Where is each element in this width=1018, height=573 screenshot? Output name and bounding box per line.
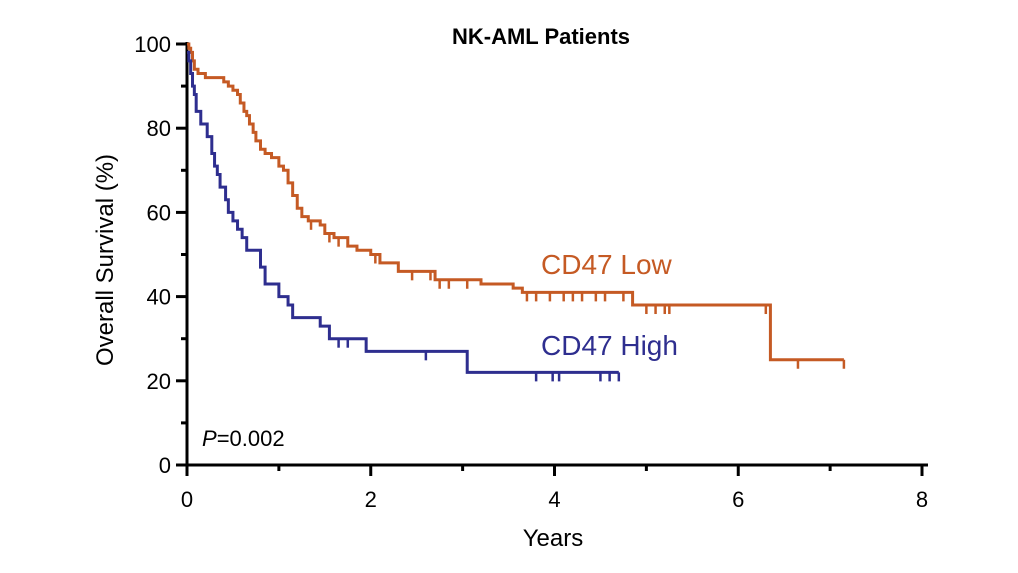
axes: 0 20 40 60 80 100 0 2 4 6 8 (134, 32, 928, 512)
y-tick-label: 20 (147, 369, 171, 394)
survival-curve-cd47-high (187, 50, 619, 374)
x-axis-title: Years (523, 525, 584, 552)
y-tick-label: 60 (147, 200, 171, 225)
x-tick-label: 8 (916, 487, 928, 512)
y-tick-label: 80 (147, 116, 171, 141)
series-label-cd47-low: CD47 Low (541, 249, 673, 280)
x-tick-label: 6 (732, 487, 744, 512)
x-tick-label: 2 (365, 487, 377, 512)
y-axis-title: Overall Survival (%) (92, 154, 119, 366)
y-tick-label: 40 (147, 285, 171, 310)
x-tick-label: 0 (181, 487, 193, 512)
series-label-cd47-high: CD47 High (541, 330, 678, 361)
p-value-annotation: P=0.002 (202, 426, 285, 451)
x-tick-label: 4 (548, 487, 560, 512)
p-value-text: =0.002 (217, 426, 285, 451)
p-value-symbol: P (202, 426, 217, 451)
y-tick-label: 0 (159, 453, 171, 478)
series-layer: CD47 Low CD47 High (187, 42, 846, 382)
y-tick-label: 100 (134, 32, 171, 57)
chart-title: NK-AML Patients (452, 24, 630, 49)
survival-curve-cd47-low (187, 42, 844, 362)
